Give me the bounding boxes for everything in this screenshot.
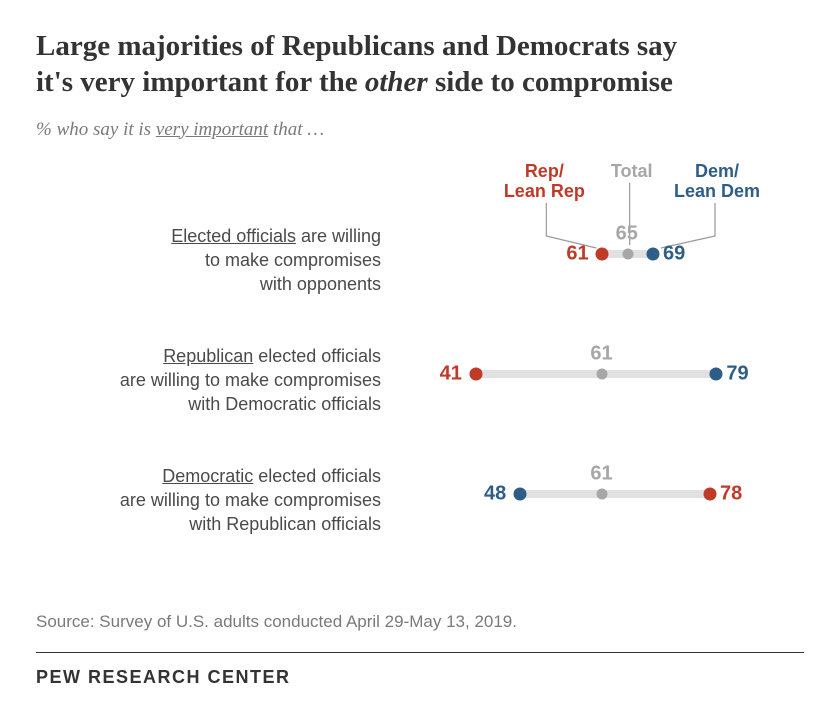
title-line: Large majorities of Republicans and Demo… [36, 30, 677, 62]
total-dot [597, 488, 608, 499]
title-line: it's very important for the other side t… [36, 66, 673, 98]
rep-dot [596, 247, 609, 260]
brand-name: PEW RESEARCH CENTER [36, 667, 804, 688]
rep-dot [469, 367, 482, 380]
dem-dot [710, 367, 723, 380]
dem-value: 79 [726, 362, 748, 385]
footer: Source: Survey of U.S. adults conducted … [36, 612, 804, 688]
track [520, 490, 710, 498]
row-label: Republican elected officialsare willing … [36, 344, 381, 417]
chart-area: Rep/Lean RepTotalDem/Lean DemElected off… [36, 149, 804, 569]
total-dot [597, 368, 608, 379]
row-label: Elected officials are willingto make com… [36, 224, 381, 297]
total-value: 65 [616, 222, 638, 245]
rep-dot [704, 487, 717, 500]
row-label: Democratic elected officialsare willing … [36, 464, 381, 537]
source-text: Source: Survey of U.S. adults conducted … [36, 612, 804, 653]
total-value: 61 [590, 462, 612, 485]
dem-value: 48 [484, 482, 506, 505]
total-value: 61 [590, 342, 612, 365]
dem-dot [514, 487, 527, 500]
chart-title: Large majorities of Republicans and Demo… [36, 28, 804, 101]
rep-value: 78 [720, 482, 742, 505]
dem-value: 69 [663, 242, 685, 265]
total-dot [622, 248, 633, 259]
rep-value: 41 [440, 362, 462, 385]
chart-subtitle: % who say it is very important that … [36, 119, 804, 141]
dem-dot [647, 247, 660, 260]
chart-container: Large majorities of Republicans and Demo… [36, 28, 804, 569]
rep-value: 61 [566, 242, 588, 265]
